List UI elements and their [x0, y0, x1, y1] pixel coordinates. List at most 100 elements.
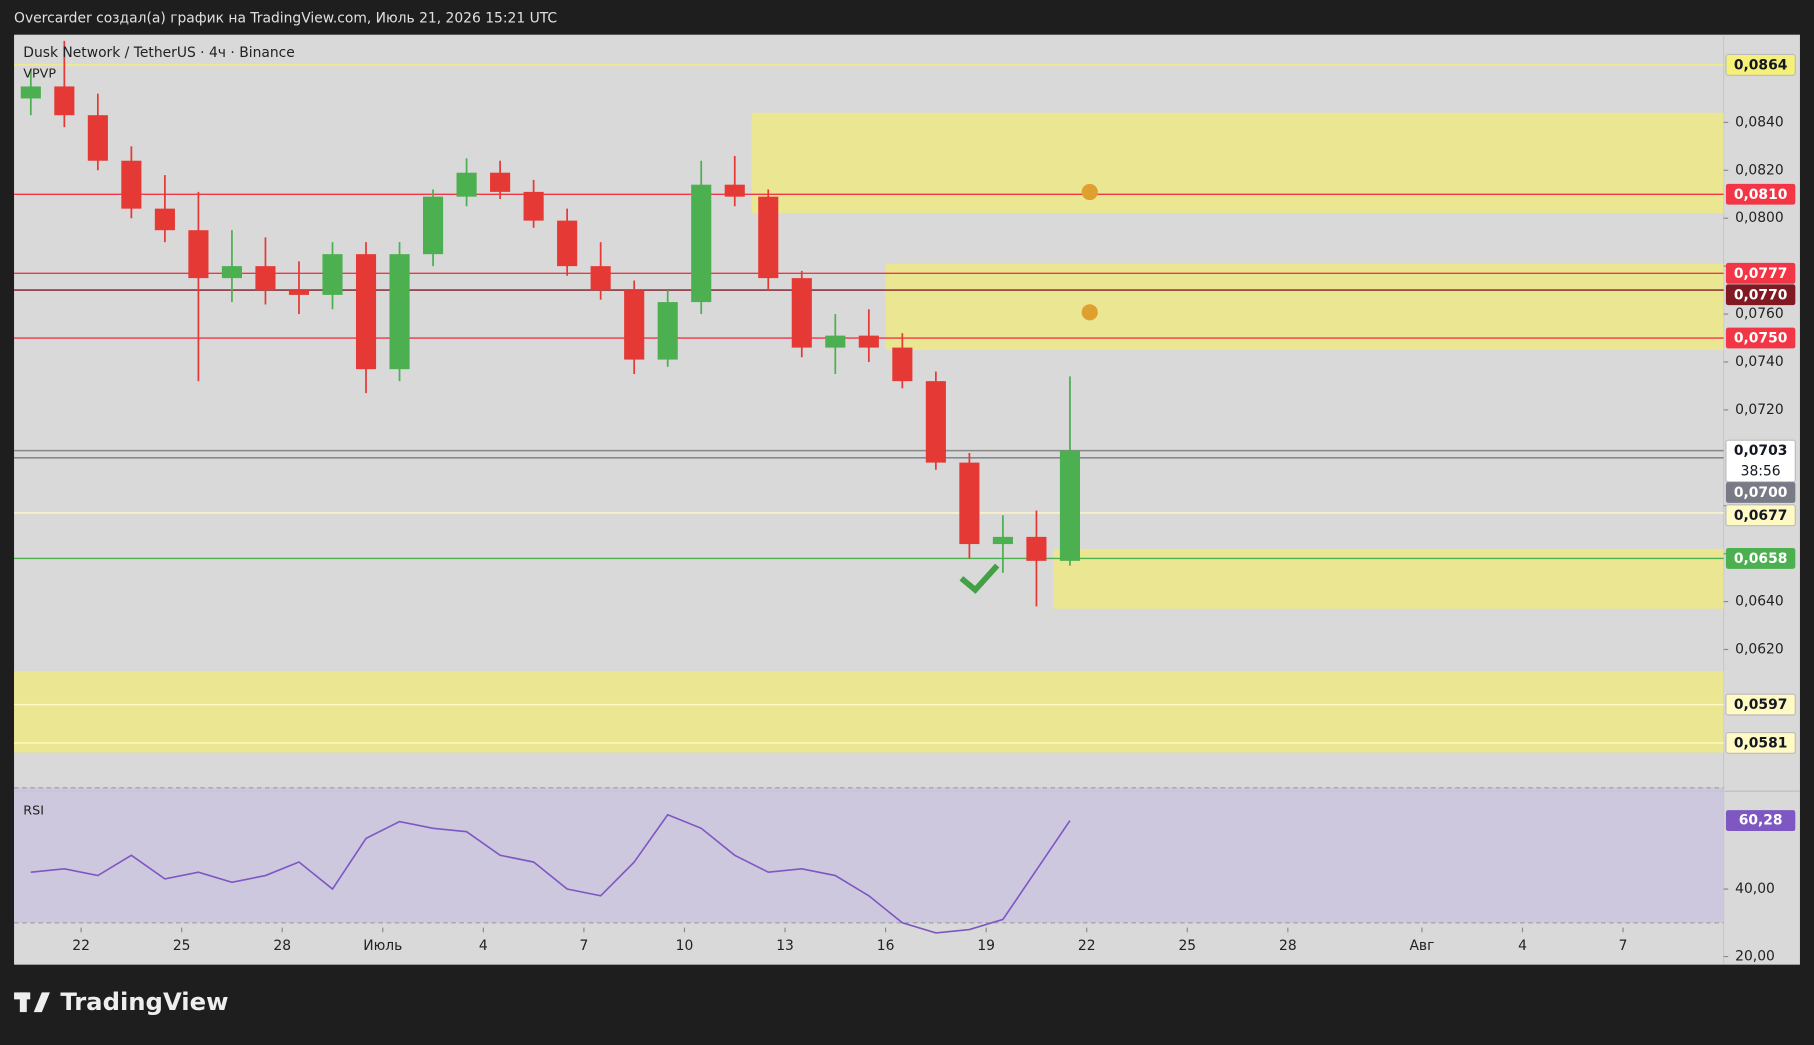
candle-body — [624, 290, 645, 360]
price-label-bg — [1725, 504, 1796, 527]
candle-body — [87, 115, 108, 161]
candle-body — [758, 196, 779, 279]
price-label: 0,0770 — [1734, 287, 1787, 303]
rsi-band — [14, 787, 1724, 923]
footer-logo-text: TradingView — [60, 987, 228, 1016]
price-label-bg — [1725, 183, 1796, 205]
candle-body — [892, 347, 913, 382]
x-tick-label: Авг — [1409, 938, 1434, 954]
price-label-bg — [1725, 262, 1796, 284]
price-label-bg — [1725, 482, 1796, 503]
candle-body — [154, 208, 175, 231]
x-tick-label: 4 — [479, 938, 488, 954]
plot: 0,0864 0,0810 0,0777 0,0770 0,0750 0,0703 38:5… — [14, 40, 1796, 965]
price-label: 0,0864 — [1734, 57, 1787, 73]
price-label-bg — [1725, 53, 1796, 76]
logo — [14, 992, 50, 1013]
zone — [751, 112, 1724, 214]
x-tick-label: 13 — [776, 938, 794, 954]
y-tick-label: 0,0800 — [1735, 210, 1783, 226]
candle-body — [791, 278, 812, 348]
candle-body — [221, 266, 242, 279]
price-label-bg — [1725, 548, 1796, 569]
x-tick-label: 28 — [273, 938, 291, 954]
y-tick-label: 0,0740 — [1735, 354, 1783, 370]
y-tick-label: 0,0760 — [1735, 306, 1783, 322]
price-label: 0,0777 — [1734, 266, 1787, 282]
candle-body — [1059, 450, 1081, 561]
price-label-bg — [1725, 327, 1796, 349]
money-icon — [1081, 183, 1098, 201]
price-label-bg — [1725, 284, 1796, 306]
price-label: 0,0750 — [1734, 331, 1787, 347]
price-label: 0,0677 — [1734, 508, 1787, 524]
price-label: 0,0810 — [1734, 187, 1787, 203]
candle-body — [423, 196, 444, 255]
rsi-value-bg — [1725, 810, 1796, 832]
y-tick-label: 0,0640 — [1735, 594, 1783, 610]
candle-body — [590, 266, 611, 291]
price-label: 0,0581 — [1734, 736, 1787, 752]
candle-body — [1026, 536, 1047, 561]
candle-body — [959, 462, 980, 545]
candle-body — [121, 160, 142, 209]
x-tick-label: 7 — [1619, 938, 1628, 954]
x-tick-label: Июль — [363, 938, 402, 954]
x-tick-label: 7 — [579, 938, 588, 954]
candle-body — [657, 302, 678, 360]
x-tick-label: 19 — [977, 938, 995, 954]
price-label-bg — [1725, 731, 1796, 754]
x-tick-label: 10 — [676, 938, 694, 954]
y-tick-label: 0,0720 — [1735, 402, 1783, 418]
zone — [885, 263, 1724, 351]
x-tick-label: 22 — [1078, 938, 1096, 954]
rsi-title: RSI — [23, 802, 44, 817]
header: Overcarder создал(а) график на TradingVi… — [14, 11, 557, 27]
x-tick-label: 25 — [173, 938, 191, 954]
candle-body — [456, 172, 477, 197]
candle-body — [490, 172, 511, 192]
candle-body — [691, 184, 712, 303]
rsi-tick-label: 40,00 — [1735, 881, 1775, 897]
x-tick-label: 28 — [1279, 938, 1297, 954]
candle-body — [389, 254, 410, 370]
candle-body — [188, 230, 209, 279]
chart-title: Dusk Network / TetherUS · 4ч · Binance — [23, 45, 294, 61]
candle-body — [255, 266, 276, 291]
price-label: 0,0658 — [1734, 551, 1787, 567]
candle-body — [925, 381, 946, 463]
rsi-line — [30, 813, 1071, 934]
candle-body — [288, 290, 310, 295]
x-tick-label: 16 — [877, 938, 895, 954]
candle-body — [54, 86, 75, 116]
price-label-bg — [1725, 439, 1796, 483]
candle-body — [20, 86, 41, 99]
y-tick-label: 0,0620 — [1735, 641, 1783, 657]
candle-body — [825, 335, 846, 348]
rsi-value-label: 60,28 — [1739, 813, 1783, 829]
x-tick-label: 22 — [72, 938, 90, 954]
zone — [14, 671, 1724, 753]
candle-body — [523, 191, 544, 221]
x-tick-label: 25 — [1178, 938, 1196, 954]
price-label-bg — [1725, 693, 1796, 716]
price-label: 0,0700 — [1734, 485, 1787, 501]
money-icon — [1081, 304, 1098, 321]
candle-body — [322, 254, 343, 295]
check-icon — [959, 563, 1000, 594]
y-tick-label: 0,0820 — [1735, 162, 1783, 178]
price-label: 0,0597 — [1734, 697, 1787, 713]
candle-body — [858, 335, 879, 348]
x-tick-label: 4 — [1518, 938, 1527, 954]
candle-body — [992, 536, 1013, 545]
countdown: 38:56 — [1741, 463, 1781, 479]
indicator-name: VPVP — [23, 66, 56, 81]
rsi-tick-label: 20,00 — [1735, 949, 1775, 965]
candle-body — [724, 184, 745, 197]
candle-body — [355, 254, 377, 370]
y-tick-label: 0,0840 — [1735, 114, 1783, 130]
price-label: 0,0703 — [1734, 443, 1787, 459]
